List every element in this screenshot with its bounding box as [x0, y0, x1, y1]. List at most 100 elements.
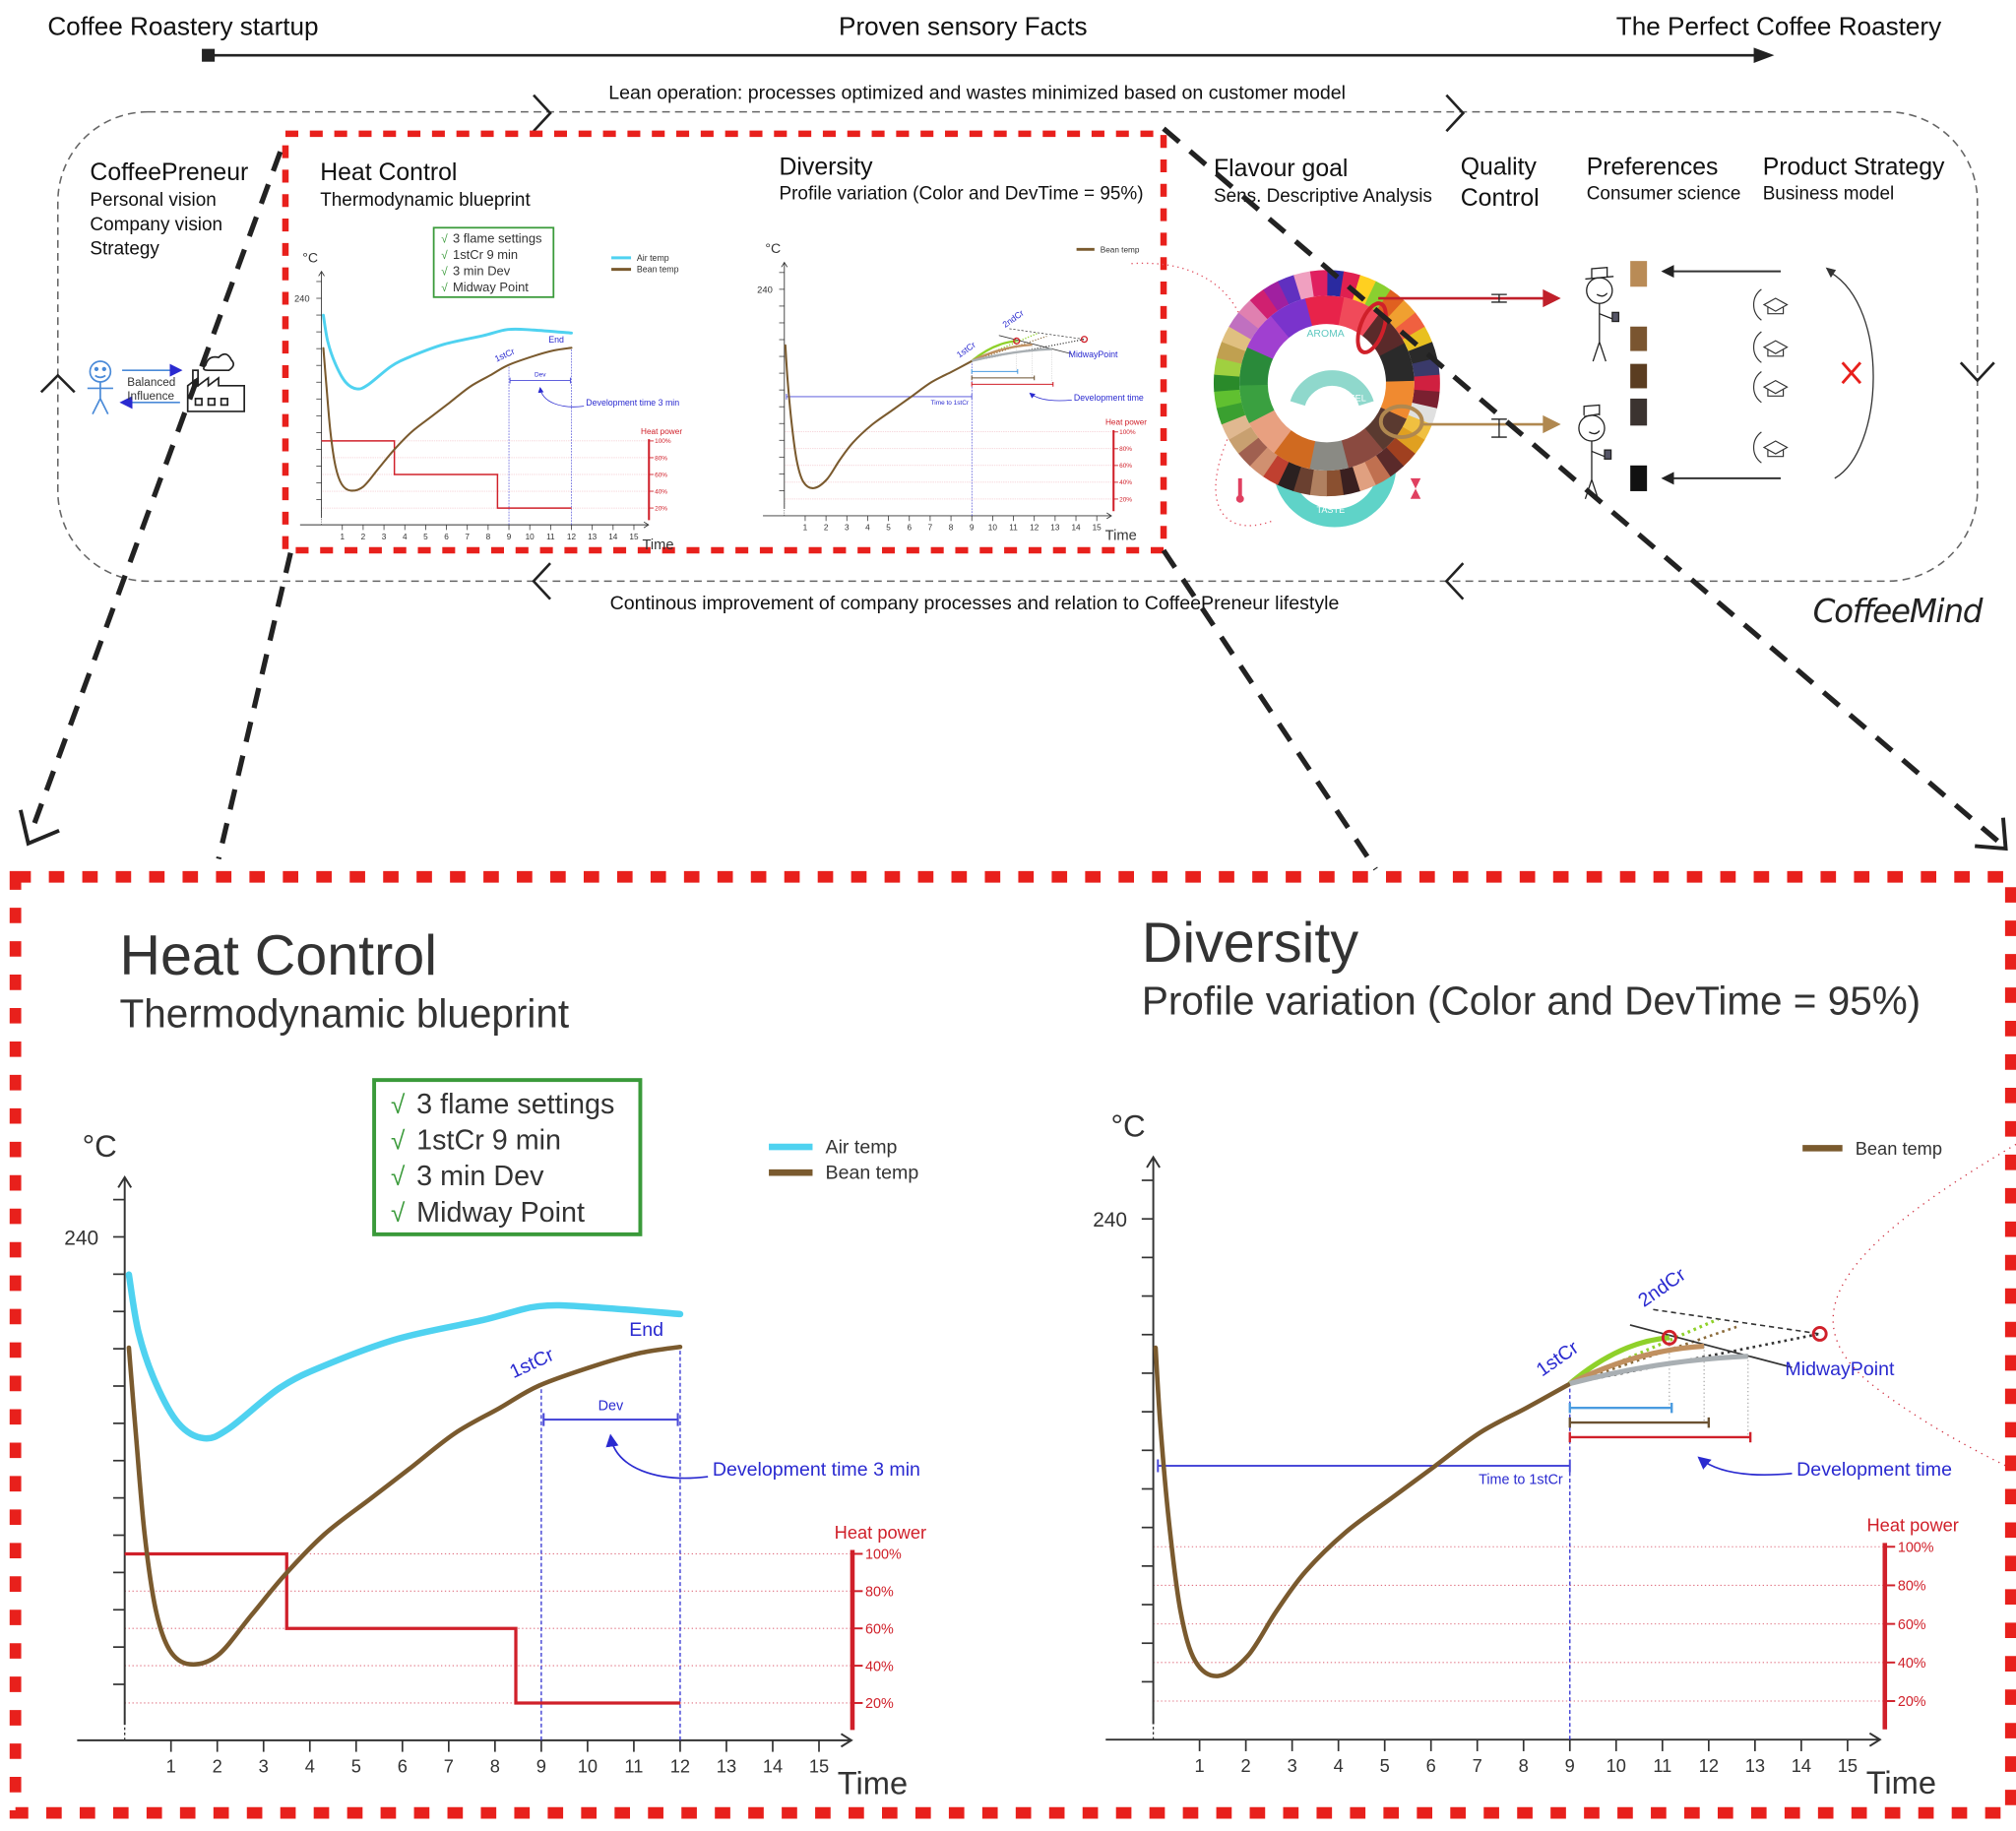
product-strategy-title: Product Strategy: [1763, 155, 1945, 181]
midway-point-label: MidwayPoint: [1785, 1358, 1895, 1380]
consumer-figure-icon: [1578, 404, 1612, 499]
product-strategy-subtitle: Business model: [1763, 183, 1895, 204]
heat-power-tick-label: 20%: [1898, 1694, 1926, 1710]
arrowhead-icon: [1543, 288, 1561, 308]
coffeepreneur-line: Personal vision: [90, 190, 216, 211]
x-tick-label: 12: [1699, 1755, 1719, 1776]
quality-control-title: Quality: [1461, 155, 1538, 181]
wheel-label-aroma: AROMA: [1306, 329, 1344, 340]
preferences-subtitle: Consumer science: [1587, 183, 1741, 204]
legend-label: Bean temp: [826, 1163, 919, 1184]
checklist-item: Midway Point: [453, 280, 529, 294]
checklist-item: Midway Point: [416, 1197, 585, 1229]
chevron-left-icon: [1444, 562, 1465, 600]
midway-point-label: MidwayPoint: [1069, 349, 1118, 359]
bean-temp-line: [126, 1344, 683, 1668]
x-tick-label: 15: [1838, 1755, 1858, 1776]
time-to-first-crack-bar: [1157, 1459, 1571, 1473]
taste-ring: [1273, 470, 1397, 528]
heat-power-tick-label: 100%: [865, 1547, 902, 1563]
wheel-inner-segment: [1270, 298, 1313, 339]
checklist-item: 3 min Dev: [453, 264, 511, 279]
x-tick-label: 14: [1071, 524, 1081, 533]
wheel-outer-segment: [1221, 326, 1252, 351]
midway-dashed-line: [1009, 328, 1085, 341]
learning-curve-arrow: [1752, 370, 1762, 404]
x-tick-label: 2: [824, 524, 829, 533]
checklist-box: [372, 1078, 643, 1236]
heat-power-label: Heat power: [1866, 1515, 1958, 1536]
heat-power-tick-label: 80%: [1898, 1579, 1926, 1595]
heat-power-label: Heat power: [1105, 418, 1147, 427]
x-tick-label: 13: [1745, 1755, 1765, 1776]
wheel-outer-segment: [1309, 469, 1327, 497]
heat-power-label: Heat power: [641, 427, 682, 436]
graduation-cap-icon: [1762, 297, 1789, 315]
x-tick-label: 13: [1050, 524, 1060, 533]
zoom-connector-lines: [28, 126, 2003, 871]
coffeemind-logo: CoffeeMind: [1813, 593, 1984, 630]
chevron-right-icon: [1445, 94, 1466, 133]
x-axis-label: Time: [838, 1765, 908, 1801]
chevron-left-icon: [532, 562, 551, 600]
x-tick-label: 15: [629, 533, 639, 541]
x-tick-label: 6: [444, 533, 449, 541]
chevron-right-icon: [533, 94, 552, 133]
y-axis-label: °C: [1110, 1109, 1145, 1144]
development-time-bar: [971, 369, 1019, 374]
wheel-outer-segment: [1293, 271, 1315, 300]
heat-power-tick-label: 40%: [865, 1659, 894, 1674]
wheel-inner-segment: [1304, 295, 1345, 327]
x-tick-label: 7: [444, 1755, 454, 1776]
diversity-big-subtitle: Profile variation (Color and DevTime = 9…: [1142, 979, 1921, 1024]
smile: [1589, 430, 1601, 435]
diversity-subtitle: Profile variation (Color and DevTime = 9…: [780, 183, 1144, 204]
wheel-outer-segment: [1214, 389, 1242, 409]
x-tick-label: 5: [423, 533, 428, 541]
wheel-outer-segment: [1278, 275, 1302, 305]
preferences-title: Preferences: [1587, 155, 1719, 181]
x-tick-label: 5: [351, 1755, 361, 1776]
wheel-outer-segment: [1412, 389, 1440, 410]
development-branch-line: [1568, 1343, 1705, 1386]
chevron-down-icon: [1959, 361, 1995, 383]
heat-power-tick-label: 20%: [1119, 496, 1132, 503]
x-tick-label: 3: [259, 1755, 269, 1776]
feedback-curve-arrow: [1830, 272, 1874, 479]
x-tick-label: 1: [803, 524, 808, 533]
roast-color-swatch: [1630, 465, 1648, 491]
x-tick-label: 13: [588, 533, 598, 541]
wheel-outer-segment: [1216, 341, 1246, 364]
checklist-item: 1stCr 9 min: [453, 247, 518, 262]
check-icon: √: [441, 282, 448, 294]
x-tick-label: 2: [1241, 1755, 1251, 1776]
timeline-arrowhead-icon: [1753, 47, 1775, 63]
first-crack-label: 1stCr: [493, 347, 516, 364]
heat-power-tick-label: 20%: [865, 1696, 894, 1712]
x-tick-label: 6: [398, 1755, 408, 1776]
learning-curve-arrow: [1752, 288, 1762, 321]
x-tick-label: 6: [907, 524, 912, 533]
x-tick-label: 14: [763, 1755, 783, 1776]
hat: [1583, 404, 1601, 417]
dev-time-arrow: [605, 1433, 709, 1480]
x-tick-label: 9: [1565, 1755, 1575, 1776]
x-tick-label: 1: [166, 1755, 176, 1776]
heat-power-tick-label: 80%: [865, 1585, 894, 1601]
wheel-outer-segment: [1402, 414, 1432, 441]
heat-power-tick-label: 100%: [1898, 1540, 1934, 1555]
x-tick-label: 4: [305, 1755, 315, 1776]
x-tick-label: 8: [490, 1755, 500, 1776]
wheel-outer-segment: [1249, 447, 1278, 477]
heat-power-tick-label: 40%: [1119, 479, 1132, 486]
x-axis-label: Time: [642, 537, 673, 553]
development-time-bar: [509, 377, 571, 384]
flavour-wheel: [1213, 270, 1440, 528]
bean-temp-line: [784, 344, 974, 489]
wheel-inner-segment: [1246, 316, 1290, 359]
y-tick-label: 240: [1093, 1209, 1127, 1231]
x-axis-arrow-icon: [643, 521, 650, 529]
